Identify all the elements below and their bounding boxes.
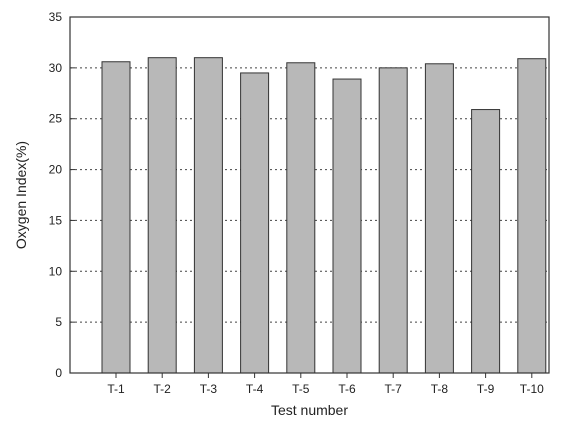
bar-t-5: [286, 62, 316, 374]
x-tick-label: T-8: [431, 382, 449, 396]
x-tick-label: T-9: [477, 382, 495, 396]
bars: [101, 57, 547, 374]
y-tick-label: 10: [49, 264, 63, 278]
x-axis-ticks: T-1 T-2 T-3 T-4 T-5 T-6 T-7 T-8 T-9 T-10: [107, 373, 544, 396]
y-tick-label: 30: [49, 61, 63, 75]
y-tick-label: 5: [55, 315, 62, 329]
x-tick-label: T-1: [107, 382, 125, 396]
x-tick-label: T-6: [338, 382, 356, 396]
x-tick-label: T-5: [292, 382, 310, 396]
y-tick-label: 0: [55, 366, 62, 380]
x-tick-label: T-2: [154, 382, 172, 396]
bar-t-9: [471, 109, 501, 374]
plot-frame: [69, 16, 550, 374]
y-tick-label: 25: [49, 112, 63, 126]
y-tick-label: 15: [49, 213, 63, 227]
bar-t-8: [424, 63, 454, 374]
bar-t-3: [193, 57, 223, 374]
bar-t-6: [332, 78, 362, 374]
x-tick-label: T-7: [385, 382, 403, 396]
y-tick-label: 35: [49, 10, 63, 24]
bar-t-10: [517, 58, 547, 374]
bar-t-7: [378, 67, 408, 374]
x-tick-label: T-4: [246, 382, 264, 396]
bar-t-2: [147, 57, 177, 374]
y-axis-ticks: 0 5 10 15 20 25 30 35: [49, 10, 75, 380]
y-tick-label: 20: [49, 163, 63, 177]
y-axis-title: Oxygen Index(%): [13, 141, 29, 249]
x-tick-label: T-10: [520, 382, 544, 396]
bar-t-1: [101, 61, 131, 374]
x-tick-label: T-3: [200, 382, 218, 396]
x-axis-title: Test number: [271, 402, 348, 418]
bar-t-4: [240, 72, 270, 374]
